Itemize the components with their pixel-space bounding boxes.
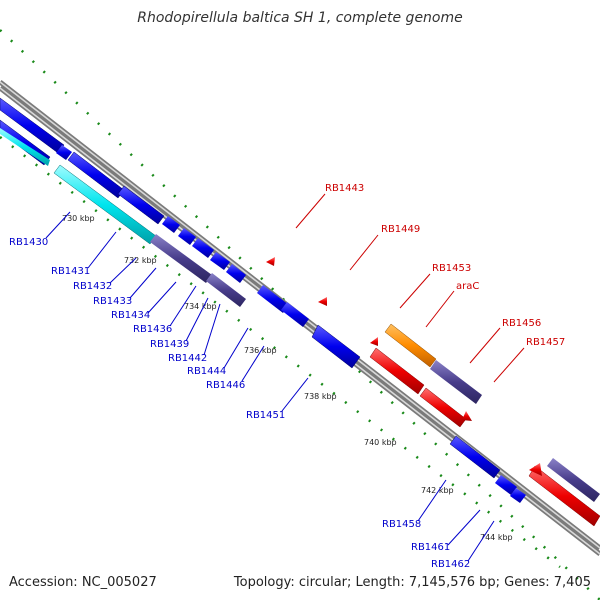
kbp-tick: 742 kbp <box>421 486 454 495</box>
forward-features <box>0 97 600 503</box>
forward-gene-labels: RB1430 RB1431 RB1432 RB1433 RB1434 RB143… <box>9 237 470 570</box>
secondary-features <box>0 119 246 307</box>
gene-label[interactable]: RB1458 <box>382 519 421 530</box>
feature-rb1453 <box>369 347 425 395</box>
feature-rb1443 <box>266 257 275 266</box>
gene-label[interactable]: RB1456 <box>502 318 541 329</box>
feature-arac <box>384 323 437 368</box>
accession-text: Accession: NC_005027 <box>9 575 157 590</box>
gene-label[interactable]: RB1433 <box>93 296 132 307</box>
gene-label[interactable]: RB1451 <box>246 410 285 421</box>
gene-label[interactable]: araC <box>456 281 479 292</box>
map-title: Rhodopirellula baltica SH 1, complete ge… <box>137 10 463 26</box>
kbp-tick: 738 kbp <box>304 392 337 401</box>
reverse-features <box>266 257 600 527</box>
kbp-tick: 736 kbp <box>244 346 277 355</box>
gene-label[interactable]: RB1443 <box>325 183 364 194</box>
gc-inner-dots <box>0 136 561 568</box>
gene-label[interactable]: RB1442 <box>168 353 207 364</box>
feature-rb1456 <box>419 387 467 428</box>
gene-label[interactable]: RB1461 <box>411 542 450 553</box>
kbp-tick: 730 kbp <box>62 214 95 223</box>
gene-label[interactable]: RB1436 <box>133 324 172 335</box>
gene-label[interactable]: RB1431 <box>51 266 90 277</box>
reverse-gene-labels: RB1443 RB1449 RB1453 araC RB1456 RB1457 <box>325 183 565 348</box>
gene-label[interactable]: RB1434 <box>111 310 150 321</box>
label-leaders <box>45 193 525 562</box>
gene-label[interactable]: RB1446 <box>206 380 245 391</box>
gene-label[interactable]: RB1444 <box>187 366 226 377</box>
feature-rb1457 <box>528 465 600 527</box>
feature-rb1458 <box>449 435 501 479</box>
gene-label[interactable]: RB1432 <box>73 281 112 292</box>
genome-summary: Topology: circular; Length: 7,145,576 bp… <box>233 575 591 590</box>
feature-rb1449 <box>318 297 327 306</box>
gene-label[interactable]: RB1453 <box>432 263 471 274</box>
gene-label[interactable]: RB1430 <box>9 237 48 248</box>
kbp-tick: 734 kbp <box>184 302 217 311</box>
kbp-tick: 740 kbp <box>364 438 397 447</box>
gene-label[interactable]: RB1449 <box>381 224 420 235</box>
feature-rb1453-marker <box>370 337 378 346</box>
kbp-tick: 744 kbp <box>480 533 513 542</box>
kbp-tick: 732 kbp <box>124 256 157 265</box>
feature-rb1456-arrow <box>462 411 472 421</box>
feature-rb1461 <box>495 475 517 495</box>
gene-label[interactable]: RB1457 <box>526 337 565 348</box>
gene-label[interactable]: RB1439 <box>150 339 189 350</box>
gene-label[interactable]: RB1462 <box>431 559 470 570</box>
feature-rb1456-slate <box>430 360 482 404</box>
feature-rb1462 <box>510 488 526 503</box>
feature-rb1451 <box>311 324 361 369</box>
kbp-ticks: 730 kbp 732 kbp 734 kbp 736 kbp 738 kbp … <box>62 214 513 542</box>
